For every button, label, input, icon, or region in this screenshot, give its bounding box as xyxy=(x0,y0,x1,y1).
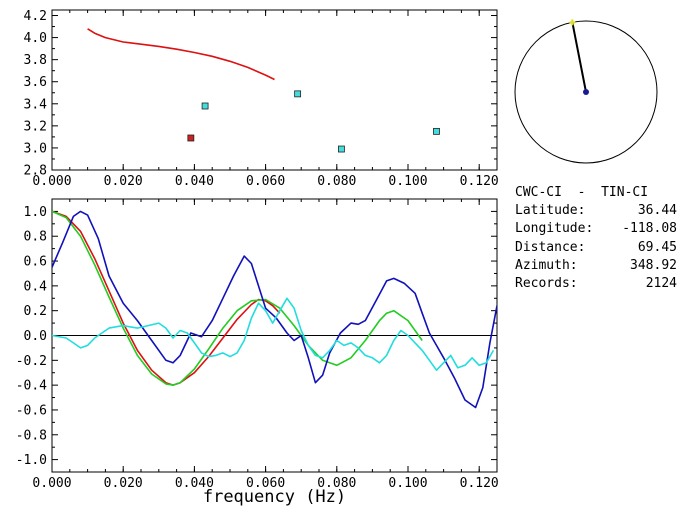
data-point-marker xyxy=(187,134,195,142)
series-group xyxy=(52,210,497,409)
azimuth-circle xyxy=(514,20,658,164)
dispersion-curve xyxy=(87,28,275,81)
x-tick-label: 0.020 xyxy=(104,174,143,189)
x-tick-label: 0.120 xyxy=(460,476,499,491)
y-tick-label: 0.2 xyxy=(24,304,47,319)
correlation-chart: 0.000 0.020 0.040 0.060 0.080 0.100 0.120 1.0 0.… xyxy=(16,198,499,507)
y-tick-label: 3.2 xyxy=(24,119,47,134)
distance-label: Distance: xyxy=(515,239,586,255)
x-tick-label: 0.060 xyxy=(246,476,285,491)
latitude-row: Latitude: 36.44 xyxy=(515,202,677,220)
y-tick-label: 0.8 xyxy=(24,230,47,245)
x-tick-label: 0.000 xyxy=(32,476,71,491)
latitude-value: 36.44 xyxy=(637,203,677,219)
x-tick-label: 0.100 xyxy=(388,476,427,491)
longitude-label: Longitude: xyxy=(515,221,594,237)
y-tick-label: 3.8 xyxy=(24,53,47,68)
distance-row: Distance: 69.45 xyxy=(515,239,677,257)
azimuth-row: Azimuth: 348.92 xyxy=(515,257,677,275)
data-point-marker xyxy=(433,127,440,135)
plot-frame xyxy=(51,9,498,171)
station-pair: CWC-CI - TIN-CI xyxy=(515,185,649,200)
source-star xyxy=(569,19,576,26)
y-tick-label: -0.2 xyxy=(16,354,47,369)
records-value: 2124 xyxy=(645,275,677,291)
dispersion-chart: 0.000 0.020 0.040 0.060 0.080 0.100 0.120 2.8 3.… xyxy=(24,9,499,189)
records-row: Records: 2124 xyxy=(515,275,677,293)
y-tick-label: 0.4 xyxy=(24,279,48,294)
azimuth-label: Azimuth: xyxy=(515,257,578,273)
data-point-marker xyxy=(338,145,345,153)
x-tick-label: 0.000 xyxy=(32,174,71,189)
y-tick-label: 4.2 xyxy=(24,9,47,24)
azimuth-needle xyxy=(571,22,587,93)
y-tick-label: 3.0 xyxy=(24,141,47,156)
station-info-panel: CWC-CI - TIN-CI Latitude: 36.44 Longitude… xyxy=(515,184,677,293)
x-axis-title: frequency (Hz) xyxy=(203,487,346,507)
x-tick-label: 0.040 xyxy=(175,476,214,491)
y-tick-label: -0.6 xyxy=(16,403,47,418)
series-line-green xyxy=(52,210,423,386)
x-tick-label: 0.080 xyxy=(317,476,356,491)
x-tick-label: 0.100 xyxy=(388,174,427,189)
series-line-blue xyxy=(52,210,497,409)
data-point-marker xyxy=(201,102,209,110)
y-tick-label: 0.0 xyxy=(24,329,47,344)
x-tick-label: 0.040 xyxy=(175,174,214,189)
azimuth-value: 348.92 xyxy=(630,257,677,273)
y-tick-label: 1.0 xyxy=(24,205,47,220)
y-tick-label: 3.6 xyxy=(24,75,47,90)
y-tick-label: 2.8 xyxy=(24,164,47,179)
latitude-label: Latitude: xyxy=(515,203,586,219)
azimuth-dial xyxy=(514,19,658,164)
records-label: Records: xyxy=(515,275,578,291)
y-tick-label: 0.6 xyxy=(24,255,47,270)
longitude-row: Longitude: -118.08 xyxy=(515,220,677,238)
data-point-marker xyxy=(294,90,302,98)
x-tick-label: 0.020 xyxy=(104,476,143,491)
x-tick-label: 0.080 xyxy=(317,174,356,189)
x-tick-label: 0.060 xyxy=(246,174,285,189)
y-tick-label: 4.0 xyxy=(24,31,47,46)
x-tick-label: 0.120 xyxy=(460,174,499,189)
y-tick-label: 3.4 xyxy=(24,97,48,112)
y-tick-label: -1.0 xyxy=(16,453,47,468)
series-line-cyan xyxy=(52,297,495,372)
longitude-value: -118.08 xyxy=(622,221,677,237)
y-tick-label: -0.4 xyxy=(16,379,47,394)
station-dot xyxy=(583,89,589,95)
distance-value: 69.45 xyxy=(637,239,677,255)
y-tick-label: -0.8 xyxy=(16,428,47,443)
